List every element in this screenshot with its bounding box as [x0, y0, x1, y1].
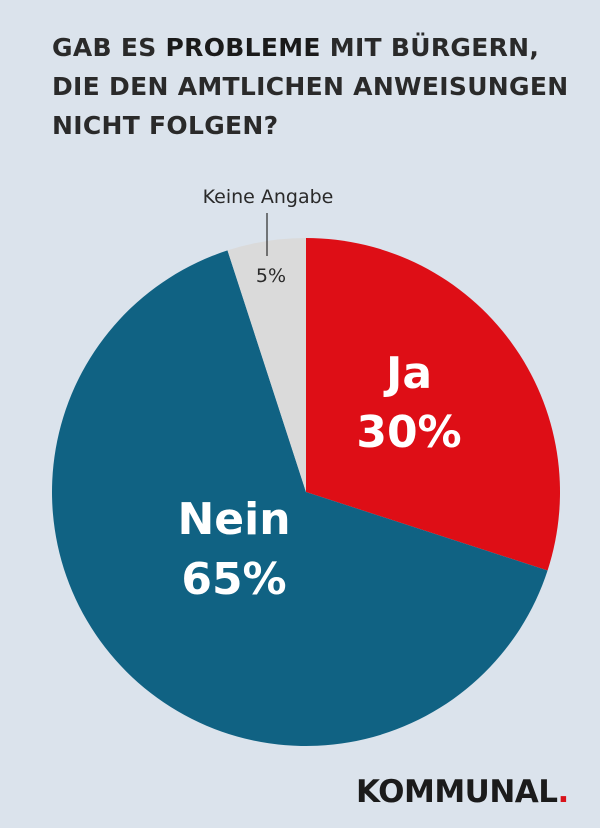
- logo-dot: .: [557, 774, 570, 810]
- pie-slice-ja: [306, 238, 561, 571]
- logo-text: KOMMUNAL: [356, 774, 558, 810]
- chart-title: GAB ES PROBLEME MIT BÜRGERN, DIE DEN AMT…: [52, 28, 572, 145]
- title-line-1: GAB ES PROBLEME MIT BÜRGERN,: [52, 28, 572, 67]
- kommunal-logo: KOMMUNAL.: [356, 774, 569, 810]
- pie-slice-keine-angabe: [227, 238, 306, 492]
- pie-label-keine-angabe-value: 5%: [256, 265, 286, 287]
- title-line-2: DIE DEN AMTLICHEN ANWEISUNGEN: [52, 72, 569, 101]
- pie-label-nein-name: Nein: [177, 494, 290, 545]
- title-line-1-bold: PROBLEME: [165, 33, 321, 62]
- title-line-1-post: MIT BÜRGERN,: [320, 33, 540, 62]
- pie-label-ja-name: Ja: [383, 348, 432, 399]
- pie-label-nein-value: 65%: [181, 554, 286, 605]
- pie-label-keine-angabe-name: Keine Angabe: [203, 186, 334, 208]
- title-line-3: NICHT FOLGEN?: [52, 111, 279, 140]
- title-line-1-pre: GAB ES: [52, 33, 166, 62]
- pie-slice-nein: [52, 250, 548, 746]
- pie-label-ja-value: 30%: [356, 407, 461, 458]
